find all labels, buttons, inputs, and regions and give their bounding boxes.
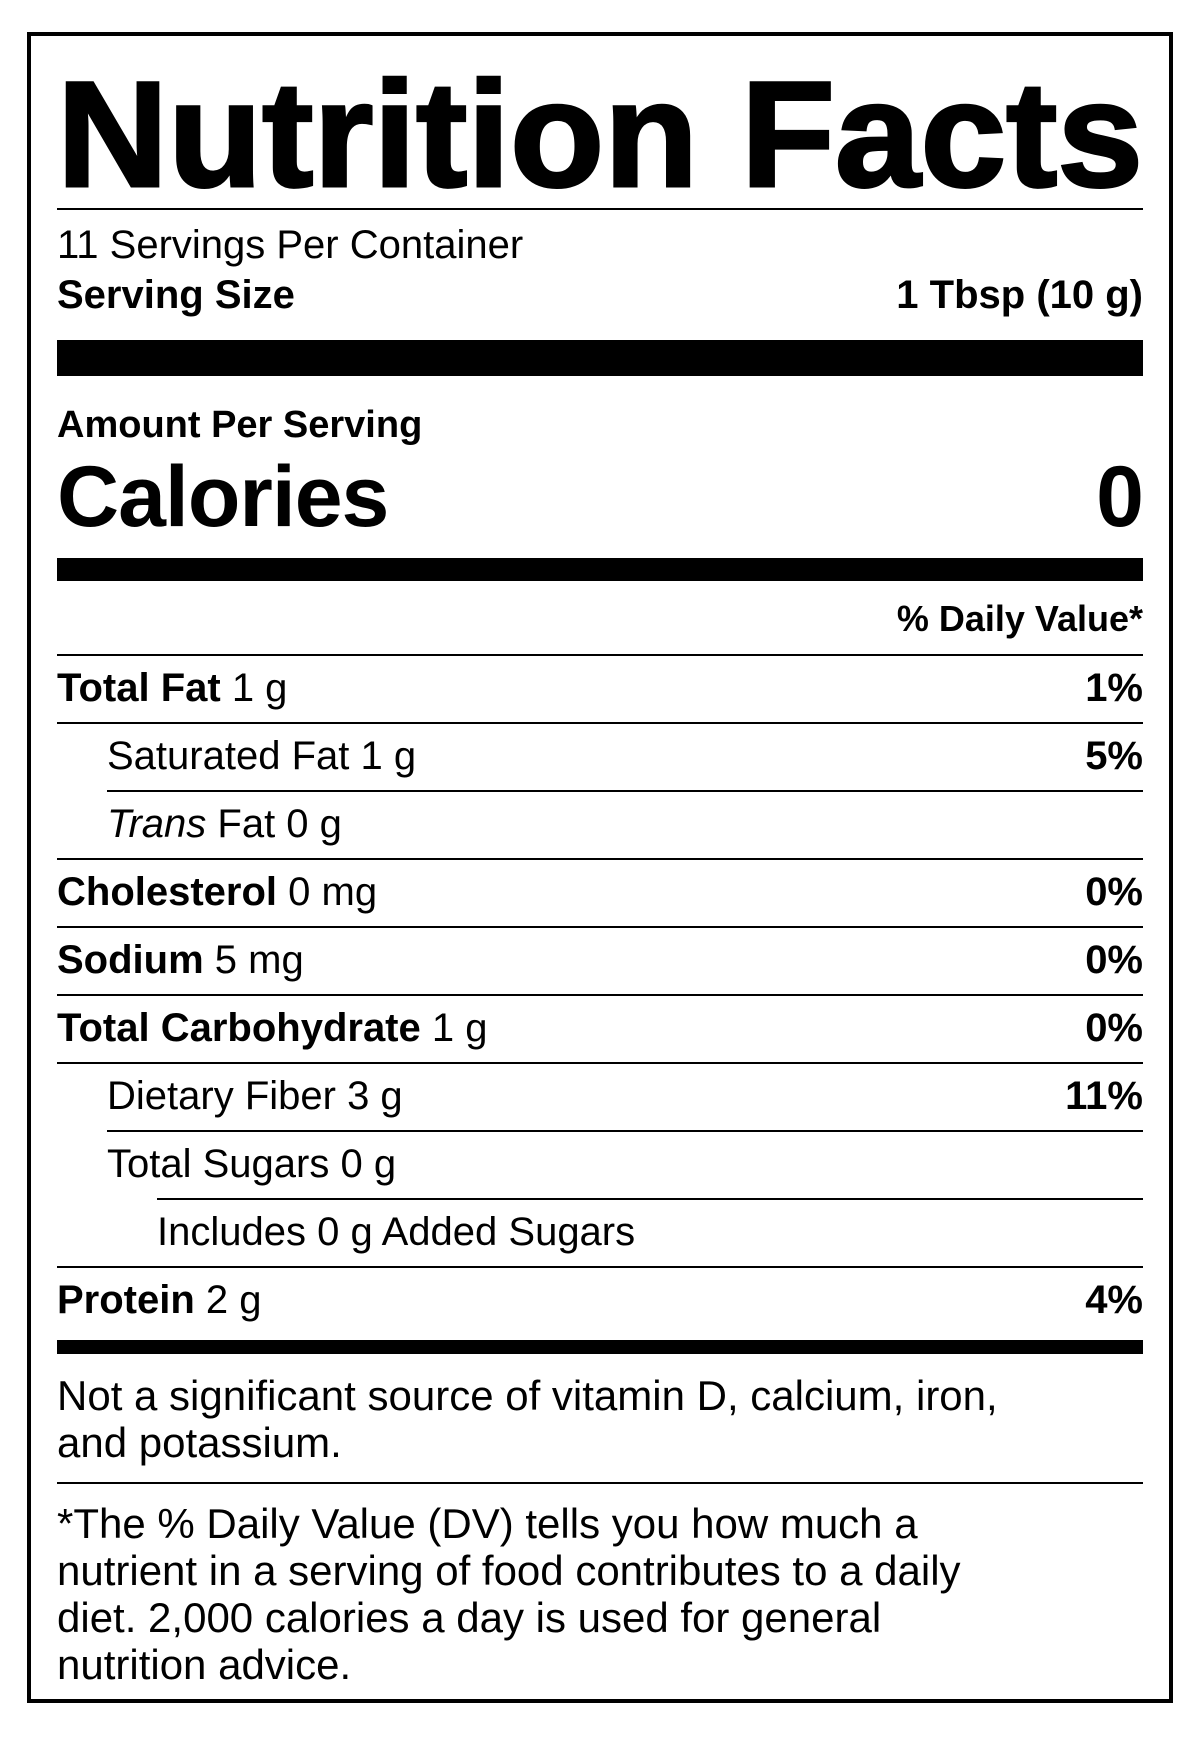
footnote-line: diet. 2,000 calories a day is used for g… bbox=[57, 1594, 882, 1641]
nutrient-daily-value: 0% bbox=[1085, 870, 1143, 914]
nutrient-name: Includes 0 g Added Sugars bbox=[157, 1210, 636, 1254]
nutrient-name: Saturated Fat bbox=[107, 734, 350, 778]
nutrient-daily-value: 0% bbox=[1085, 1006, 1143, 1050]
footnote-line: nutrient in a serving of food contribute… bbox=[57, 1547, 961, 1594]
serving-size-row: Serving Size 1 Tbsp (10 g) bbox=[57, 272, 1143, 318]
nutrient-daily-value: 0% bbox=[1085, 938, 1143, 982]
nutrient-name: Fat bbox=[217, 802, 276, 846]
page-title: Nutrition Facts bbox=[57, 58, 1143, 208]
servings-per-container: 11 Servings Per Container bbox=[57, 223, 524, 267]
serving-size-label: Serving Size bbox=[57, 273, 295, 317]
nutrient-row: Cholesterol 0 mg 0% bbox=[57, 858, 1143, 926]
nutrient-name: Cholesterol bbox=[57, 870, 278, 914]
nutrient-daily-value: 5% bbox=[1085, 734, 1143, 778]
nutrient-row: Total Sugars 0 g bbox=[107, 1130, 1143, 1198]
nutrient-name-cell: Protein 2 g bbox=[57, 1278, 262, 1322]
nutrient-name-italic: Trans bbox=[107, 802, 218, 846]
calories-row: Calories 0 bbox=[57, 449, 1144, 545]
nutrient-name-cell: Total Carbohydrate 1 g bbox=[57, 1006, 488, 1050]
nutrient-name: Total Fat bbox=[57, 666, 221, 710]
not-significant-note: Not a significant source of vitamin D, c… bbox=[57, 1354, 1143, 1484]
nutrient-name-cell: Saturated Fat 1 g bbox=[107, 734, 417, 778]
nutrient-daily-value: 11% bbox=[1065, 1074, 1143, 1118]
note-line: and potassium. bbox=[57, 1419, 342, 1466]
thick-divider-bottom bbox=[57, 1340, 1143, 1354]
footnote-line: nutrition advice. bbox=[57, 1641, 352, 1688]
title-divider bbox=[57, 208, 1143, 210]
nutrient-row: Total Fat 1 g 1% bbox=[57, 656, 1143, 722]
calories-value: 0 bbox=[1096, 449, 1144, 545]
nutrient-name-cell: Total Fat 1 g bbox=[57, 666, 288, 710]
nutrient-name-cell: Dietary Fiber 3 g bbox=[107, 1074, 403, 1118]
serving-size-value: 1 Tbsp (10 g) bbox=[896, 273, 1143, 317]
nutrient-name: Protein bbox=[57, 1278, 195, 1322]
nutrient-name-cell: Trans Fat 0 g bbox=[107, 802, 342, 846]
nutrient-row: Sodium 5 mg 0% bbox=[57, 926, 1143, 994]
nutrient-name-cell: Sodium 5 mg bbox=[57, 938, 304, 982]
nutrient-row: Saturated Fat 1 g 5% bbox=[57, 722, 1143, 790]
nutrient-name-cell: Cholesterol 0 mg bbox=[57, 870, 378, 914]
thick-divider-top bbox=[57, 340, 1143, 376]
nutrient-row: Total Carbohydrate 1 g 0% bbox=[57, 994, 1143, 1062]
nutrient-name: Total Sugars bbox=[107, 1142, 330, 1186]
note-line: Not a significant source of vitamin D, c… bbox=[57, 1372, 998, 1419]
nutrient-name-cell: Total Sugars 0 g bbox=[107, 1142, 397, 1186]
nutrient-row: Protein 2 g 4% bbox=[57, 1266, 1143, 1334]
nutrition-facts-label: Nutrition Facts 11 Servings Per Containe… bbox=[27, 32, 1173, 1703]
nutrient-table: Total Fat 1 g 1% Saturated Fat 1 g 5% Trans … bbox=[57, 656, 1143, 1334]
daily-value-footnote: *The % Daily Value (DV) tells you how mu… bbox=[57, 1484, 1143, 1688]
nutrient-daily-value: 1% bbox=[1085, 666, 1143, 710]
nutrient-name: Dietary Fiber bbox=[107, 1074, 336, 1118]
nutrient-daily-value: 4% bbox=[1085, 1278, 1143, 1322]
nutrient-name: Sodium bbox=[57, 938, 204, 982]
title-banner: Nutrition Facts bbox=[57, 58, 1145, 208]
nutrient-row: Includes 0 g Added Sugars bbox=[157, 1198, 1143, 1266]
nutrient-name: Total Carbohydrate bbox=[57, 1006, 421, 1050]
daily-value-header: % Daily Value* bbox=[57, 581, 1143, 656]
thick-divider-calories bbox=[57, 558, 1143, 581]
nutrient-row: Trans Fat 0 g bbox=[107, 790, 1143, 858]
calories-label: Calories bbox=[57, 449, 389, 545]
footnote-line: *The % Daily Value (DV) tells you how mu… bbox=[57, 1500, 918, 1547]
amount-per-serving-label: Amount Per Serving bbox=[57, 404, 423, 446]
nutrient-row: Dietary Fiber 3 g 11% bbox=[57, 1062, 1143, 1130]
nutrient-name-cell: Includes 0 g Added Sugars bbox=[157, 1209, 635, 1255]
